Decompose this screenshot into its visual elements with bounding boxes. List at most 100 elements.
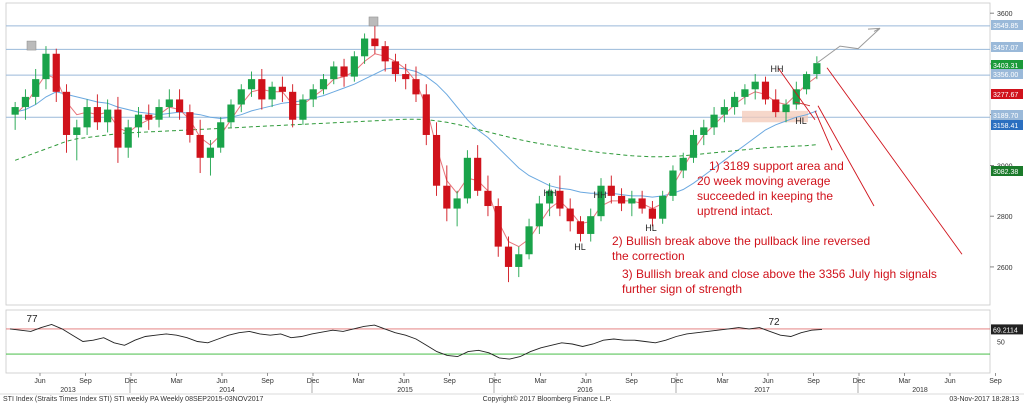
candle-body — [299, 99, 307, 120]
candle-body — [134, 114, 143, 128]
candle-body — [792, 89, 800, 105]
price-tag-label: 3457.07 — [993, 45, 1018, 52]
candle-body — [175, 99, 184, 113]
candle-body — [73, 127, 81, 135]
label-hl-2: HL — [645, 223, 657, 233]
price-tag-label: 3403.31 — [993, 63, 1018, 70]
candle-body — [432, 134, 441, 186]
x-tick-label: Sep — [261, 378, 274, 385]
candle-body — [381, 46, 389, 62]
candle-body — [463, 157, 471, 199]
candle-body — [782, 104, 790, 113]
x-tick-label: Sep — [807, 378, 820, 385]
candle-body — [628, 198, 636, 204]
label-hh-1: HH — [544, 188, 557, 198]
footer-left: STI Index (Straits Times Index STI) STI … — [3, 396, 264, 403]
x-tick-label: Mar — [534, 378, 547, 385]
year-label: 2014 — [219, 387, 235, 394]
x-tick-label: Jun — [398, 378, 409, 385]
y-tick-label: 2600 — [997, 265, 1013, 272]
projection-arrow-head — [867, 27, 881, 32]
candle-body — [659, 195, 667, 219]
candle-body — [556, 190, 564, 209]
x-tick-label: Jun — [580, 378, 591, 385]
rsi-value-tag-label: 69.2114 — [993, 327, 1018, 334]
pointer-line-3 — [826, 67, 963, 255]
candle-body — [648, 208, 657, 219]
candle-body — [638, 198, 646, 209]
annotation-1d: uptrend intact. — [697, 204, 773, 218]
candle-body — [278, 86, 286, 92]
support-pointer — [794, 101, 811, 107]
candle-body — [124, 127, 132, 148]
candle-body — [802, 74, 811, 90]
candle-body — [679, 157, 687, 171]
candle-body — [196, 134, 204, 158]
candle-body — [21, 96, 30, 108]
x-tick-label: Mar — [352, 378, 365, 385]
price-tag-label: 3549.85 — [993, 23, 1018, 30]
candle-body — [710, 114, 718, 128]
year-label: 2016 — [577, 387, 593, 394]
candle-body — [566, 208, 574, 222]
candle-body — [515, 254, 523, 267]
rsi-panel-frame — [5, 309, 991, 374]
price-tag-label: 3277.67 — [993, 92, 1018, 99]
annotation-3a: 3) Bullish break and close above the 335… — [622, 267, 937, 281]
projection-arrow-line — [816, 28, 881, 64]
candle-body — [772, 99, 780, 113]
price-tag — [991, 20, 1023, 30]
candle-body — [597, 185, 605, 217]
annotation-1b: 20 week moving average — [697, 174, 831, 188]
candle-body — [289, 91, 297, 120]
candle-body — [494, 206, 502, 247]
candle-body — [587, 216, 595, 234]
annotation-1a: 1) 3189 support area and — [709, 159, 844, 173]
footer-center: Copyright© 2017 Bloomberg Finance L.P. — [483, 395, 612, 403]
main-grid — [5, 2, 991, 374]
annotation-2a: 2) Bullish break above the pullback line… — [612, 234, 870, 248]
rsi-line — [9, 324, 823, 360]
candle-body — [83, 107, 91, 128]
label-hl-1: HL — [574, 242, 586, 252]
candle-body — [700, 127, 708, 135]
x-tick-label: Jun — [762, 378, 773, 385]
pointer-line-1 — [814, 110, 833, 151]
candle-body — [186, 112, 194, 135]
rsi-value-tag — [991, 324, 1023, 335]
annotation-1c: succeeded in keeping the — [697, 189, 833, 203]
rsi-high-label-1: 77 — [26, 314, 38, 325]
candle-body — [453, 198, 461, 209]
candle-body — [484, 190, 492, 207]
x-tick-label: Mar — [170, 378, 183, 385]
label-hl-3: HL — [795, 116, 807, 126]
price-tag-label: 3158.41 — [993, 123, 1018, 130]
candle-body — [309, 89, 317, 100]
candle-body — [576, 221, 585, 234]
candle-body — [93, 107, 101, 123]
candle-body — [42, 53, 50, 80]
x-tick-label: Mar — [716, 378, 729, 385]
price-tag — [991, 42, 1023, 52]
price-tag — [991, 69, 1023, 79]
candle-body — [319, 79, 328, 90]
candle-body — [268, 86, 276, 100]
x-tick-label: Mar — [898, 378, 911, 385]
candle-body — [258, 79, 266, 100]
x-tick-label: Dec — [125, 378, 138, 385]
candle-body — [165, 99, 173, 108]
support-zone-box — [742, 110, 808, 123]
price-tag — [991, 60, 1023, 70]
candle-body — [361, 38, 369, 57]
candle-body — [525, 226, 533, 255]
candle-body — [751, 81, 759, 90]
high-marker-2 — [368, 16, 379, 27]
price-tag — [991, 89, 1023, 99]
candle-body — [247, 79, 256, 90]
candle-body — [350, 56, 358, 77]
rsi-high-label-2: 72 — [768, 317, 780, 328]
label-hh-2: HH — [594, 190, 607, 200]
candle-body — [813, 63, 821, 75]
